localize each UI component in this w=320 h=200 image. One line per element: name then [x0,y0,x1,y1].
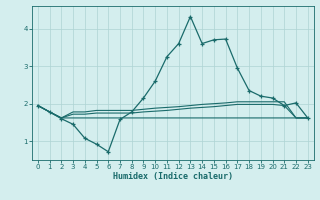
X-axis label: Humidex (Indice chaleur): Humidex (Indice chaleur) [113,172,233,181]
